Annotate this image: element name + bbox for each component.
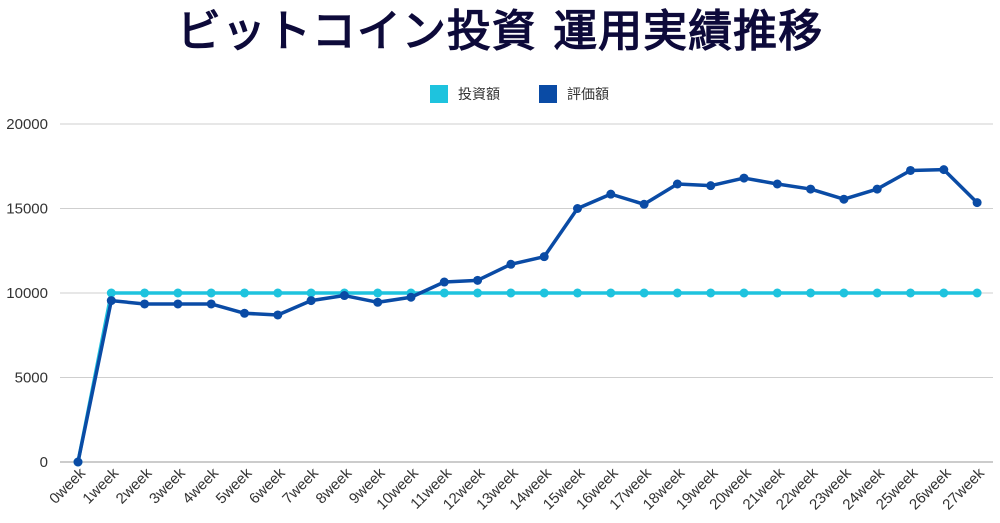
- data-point: [906, 288, 915, 298]
- x-tick-label: 8week: [313, 464, 356, 507]
- x-tick-label: 2week: [113, 464, 156, 507]
- chart-title: ビットコイン投資 運用実績推移: [176, 6, 824, 57]
- data-point: [106, 288, 116, 298]
- data-point: [739, 288, 749, 298]
- legend: 投資額 評価額: [0, 84, 1000, 108]
- data-point: [939, 165, 949, 175]
- series-line: [76, 167, 979, 463]
- x-tick-label: 3week: [146, 464, 189, 507]
- data-point: [972, 288, 982, 298]
- legend-label-valuation: 評価額: [567, 87, 609, 103]
- x-tick-label: 5week: [213, 464, 256, 507]
- data-point: [273, 310, 283, 320]
- data-point: [872, 288, 882, 298]
- data-point: [373, 297, 383, 307]
- data-point: [473, 288, 483, 298]
- data-point: [373, 288, 383, 298]
- data-point: [106, 296, 116, 306]
- legend-item-valuation: 評価額: [539, 84, 609, 104]
- data-point: [639, 199, 649, 209]
- y-tick-label: 20000: [6, 116, 48, 133]
- data-point: [306, 288, 316, 298]
- data-point: [972, 198, 982, 208]
- data-point: [772, 288, 782, 298]
- data-point: [573, 204, 582, 213]
- data-point: [739, 173, 749, 183]
- y-tick-label: 10000: [6, 285, 48, 302]
- data-point: [839, 194, 849, 204]
- legend-swatch-investment: [430, 85, 448, 103]
- data-point: [672, 179, 682, 189]
- x-tick-label: 6week: [246, 464, 289, 507]
- data-point: [806, 184, 816, 194]
- legend-item-investment: 投資額: [430, 84, 500, 104]
- y-tick-label: 0: [40, 454, 48, 471]
- x-tick-label: 7week: [279, 464, 322, 507]
- data-point: [606, 288, 616, 298]
- data-point: [539, 252, 549, 262]
- data-point: [73, 457, 83, 467]
- data-point: [772, 179, 782, 189]
- legend-label-investment: 投資額: [458, 87, 500, 103]
- data-point: [306, 296, 316, 306]
- y-tick-label: 5000: [15, 370, 48, 387]
- x-tick-label: 4week: [179, 464, 222, 507]
- data-point: [240, 288, 249, 298]
- data-point: [906, 165, 915, 175]
- data-point: [506, 288, 516, 298]
- data-point: [639, 288, 649, 298]
- data-point: [706, 181, 716, 191]
- data-point: [206, 299, 216, 309]
- data-point: [672, 288, 682, 298]
- y-tick-label: 15000: [6, 201, 48, 218]
- data-point: [173, 299, 183, 309]
- data-point: [939, 288, 949, 298]
- data-point: [806, 288, 816, 298]
- data-point: [273, 288, 283, 298]
- data-point: [240, 308, 249, 318]
- data-point: [140, 288, 150, 298]
- data-point: [473, 275, 483, 285]
- data-point: [573, 288, 582, 298]
- data-point: [539, 288, 549, 298]
- x-tick-label: 0week: [46, 464, 89, 507]
- data-point: [706, 288, 716, 298]
- data-point: [506, 259, 516, 269]
- data-point: [406, 292, 416, 302]
- data-point: [439, 288, 449, 298]
- data-point: [339, 291, 349, 301]
- data-point: [173, 288, 183, 298]
- series-line: [76, 291, 978, 463]
- data-point: [872, 184, 882, 194]
- legend-swatch-valuation: [539, 85, 557, 103]
- data-point: [206, 288, 216, 298]
- data-point: [439, 277, 449, 287]
- data-point: [140, 299, 150, 309]
- data-point: [839, 288, 849, 298]
- data-point: [606, 189, 616, 199]
- x-tick-label: 1week: [79, 464, 122, 507]
